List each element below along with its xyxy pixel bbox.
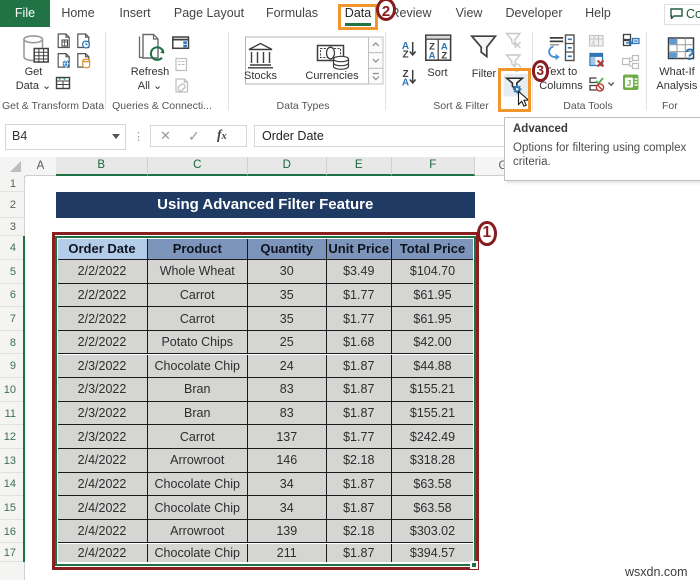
svg-text:A: A	[429, 51, 436, 62]
svg-text:Z: Z	[402, 50, 408, 61]
svg-text:A: A	[402, 41, 409, 52]
svg-text:J: J	[627, 79, 631, 88]
svg-text:A: A	[441, 42, 448, 53]
svg-text:?: ?	[685, 45, 695, 64]
svg-text:A: A	[402, 78, 409, 89]
svg-text:Z: Z	[441, 51, 447, 62]
svg-text:Z: Z	[402, 69, 408, 80]
svg-text:Z: Z	[429, 42, 435, 53]
